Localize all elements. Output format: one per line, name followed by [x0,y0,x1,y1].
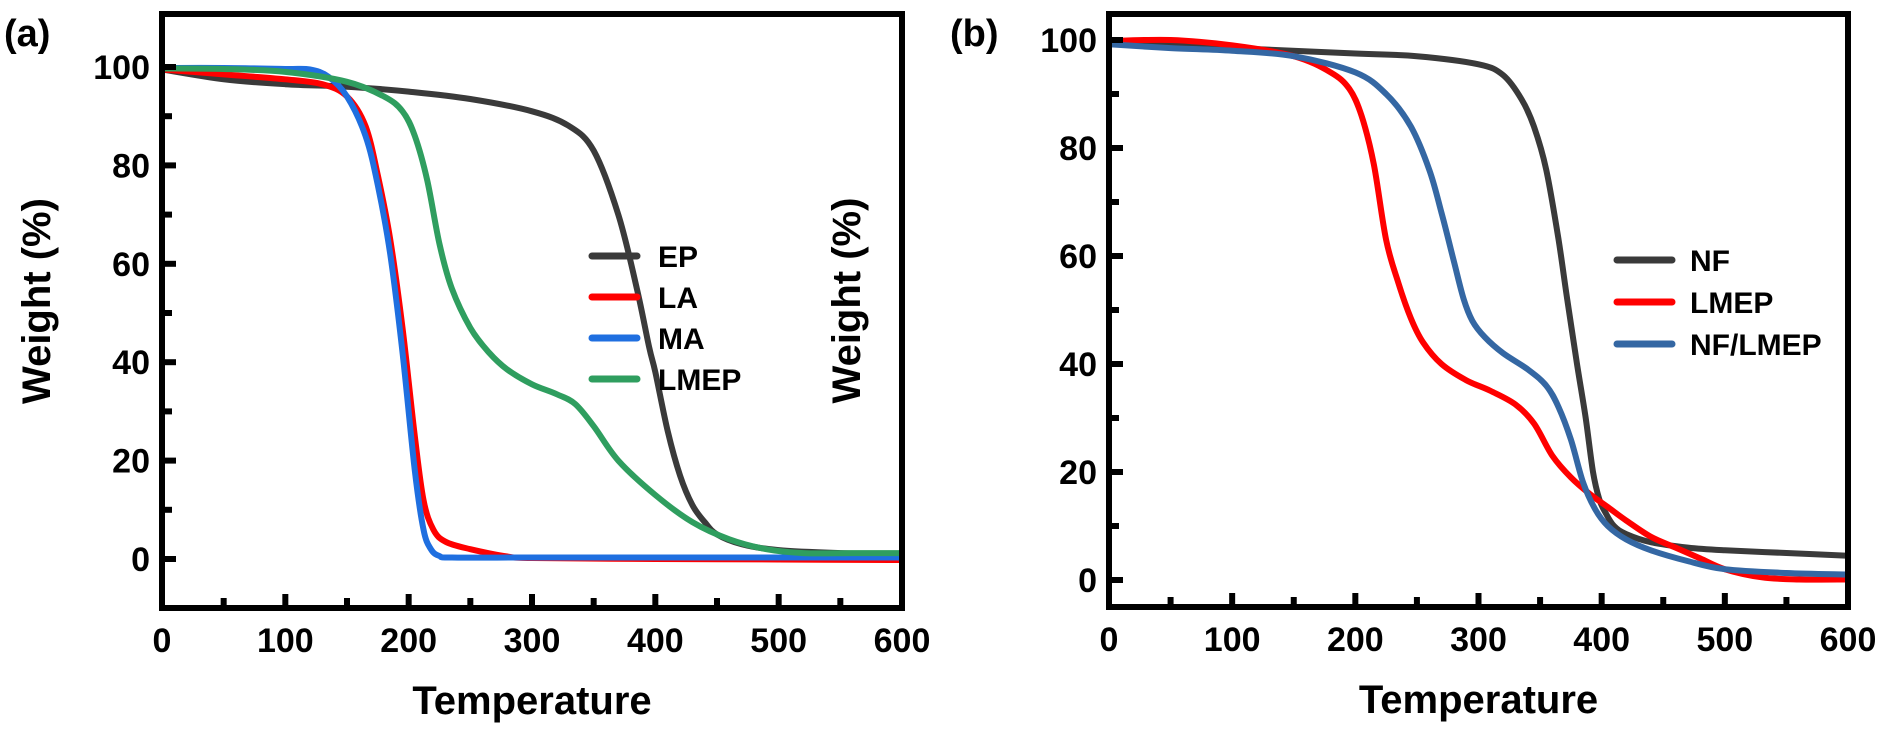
y-tick-label: 60 [1059,238,1097,276]
x-tick-label: 600 [874,622,931,660]
y-tick-label: 100 [1040,22,1097,60]
y-tick-label: 40 [1059,346,1097,384]
legend-label: EP [658,241,698,274]
series-line-la [162,66,902,563]
legend-item: MA [588,323,705,356]
y-tick-label: 20 [1059,454,1097,492]
y-tick-label: 60 [112,246,150,284]
x-axis-title: Temperature [412,679,651,723]
plot-frame [159,11,905,611]
x-tick-label: 100 [257,622,314,660]
x-tick-label: 600 [1820,621,1877,659]
x-tick-label: 200 [1327,621,1384,659]
x-tick-label: 300 [504,622,561,660]
legend-label: LA [658,282,698,315]
x-tick-label: 500 [1696,621,1753,659]
y-tick-label: 0 [1078,562,1097,600]
legend-item: LMEP [1613,287,1773,320]
legend-label: NF [1690,245,1730,278]
legend-label: MA [658,323,705,356]
series-line-ep [162,66,902,558]
x-tick-label: 400 [1573,621,1630,659]
legend-label: LMEP [1690,287,1773,320]
x-axis-title: Temperature [1359,678,1598,722]
x-tick-label: 0 [1100,621,1119,659]
series-line-nf [1109,39,1848,559]
legend: NF LMEP NF/LMEP [1613,245,1822,362]
series-line-nf-lmep [1109,41,1848,578]
legend-item: EP [588,241,698,274]
y-tick-label: 40 [112,344,150,382]
y-tick-label: 80 [112,147,150,185]
y-tick-label: 0 [131,541,150,579]
x-tick-label: 300 [1450,621,1507,659]
series-group [162,64,902,563]
legend-item: NF [1613,245,1730,278]
panel-b: 0 100 200 300 400 500 600 0 20 40 60 80 100 Temperatu… [825,11,1877,722]
series-line-ma [162,64,902,561]
legend: EP LA MA LMEP [588,241,741,397]
x-tick-label: 100 [1204,621,1261,659]
panel-label: (b) [950,13,999,55]
x-tick-label: 500 [750,622,807,660]
panel-label: (a) [4,13,50,55]
y-axis-title: Weight (%) [15,198,59,404]
legend-item: NF/LMEP [1613,329,1822,362]
legend-item: LMEP [588,364,741,397]
y-tick-label: 80 [1059,130,1097,168]
legend-label: LMEP [658,364,741,397]
series-line-lmep [162,65,902,557]
x-tick-label: 0 [153,622,172,660]
y-tick-label: 20 [112,443,150,481]
series-line-lmep [1109,36,1848,583]
y-tick-label: 100 [93,49,150,87]
legend-item: LA [588,282,698,315]
x-tick-label: 400 [627,622,684,660]
panel-a: 0 100 200 300 400 500 600 0 20 40 60 80 100 Temperatu… [4,11,931,723]
series-group [1109,36,1848,583]
legend-label: NF/LMEP [1690,329,1822,362]
x-tick-label: 200 [380,622,437,660]
y-axis-title: Weight (%) [825,198,869,404]
